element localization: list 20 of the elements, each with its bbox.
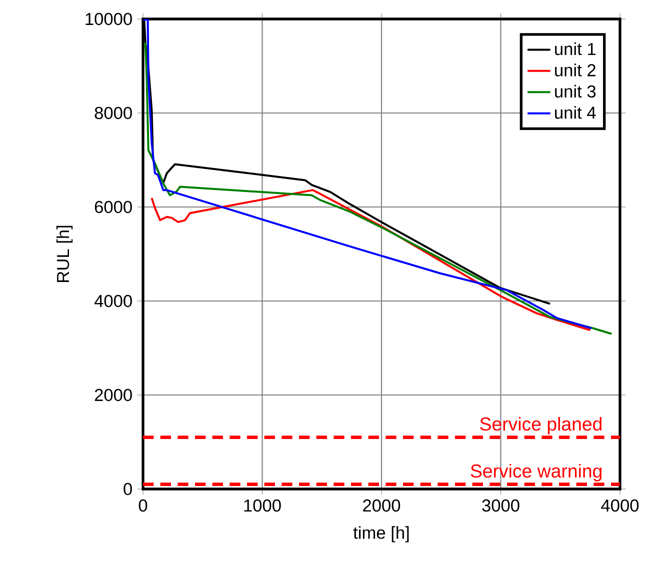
x-tick-label: 3000 (482, 499, 520, 512)
x-tick-label: 2000 (363, 499, 400, 512)
ref-line-label: Service planed (480, 416, 602, 434)
legend-label: unit 4 (555, 106, 596, 119)
y-tick-label: 2000 (94, 388, 132, 402)
legend-label: unit 2 (555, 64, 596, 76)
ref-line-label: Service warning (470, 464, 602, 482)
x-tick-label: 1000 (244, 499, 281, 512)
legend-label: unit 1 (555, 42, 596, 56)
y-tick-label: 6000 (94, 200, 132, 214)
line-series (150, 189, 592, 332)
y-axis-title: RUL [h] (56, 226, 73, 282)
x-tick-label: 0 (138, 499, 148, 512)
x-tick-label: 4000 (601, 499, 639, 512)
x-axis-title: time [h] (353, 526, 409, 542)
legend-label: unit 3 (555, 84, 596, 98)
y-tick-label: 4000 (94, 294, 132, 308)
y-tick-label: 10000 (86, 12, 132, 26)
y-tick-label: 0 (124, 482, 132, 496)
y-tick-label: 8000 (94, 106, 132, 120)
